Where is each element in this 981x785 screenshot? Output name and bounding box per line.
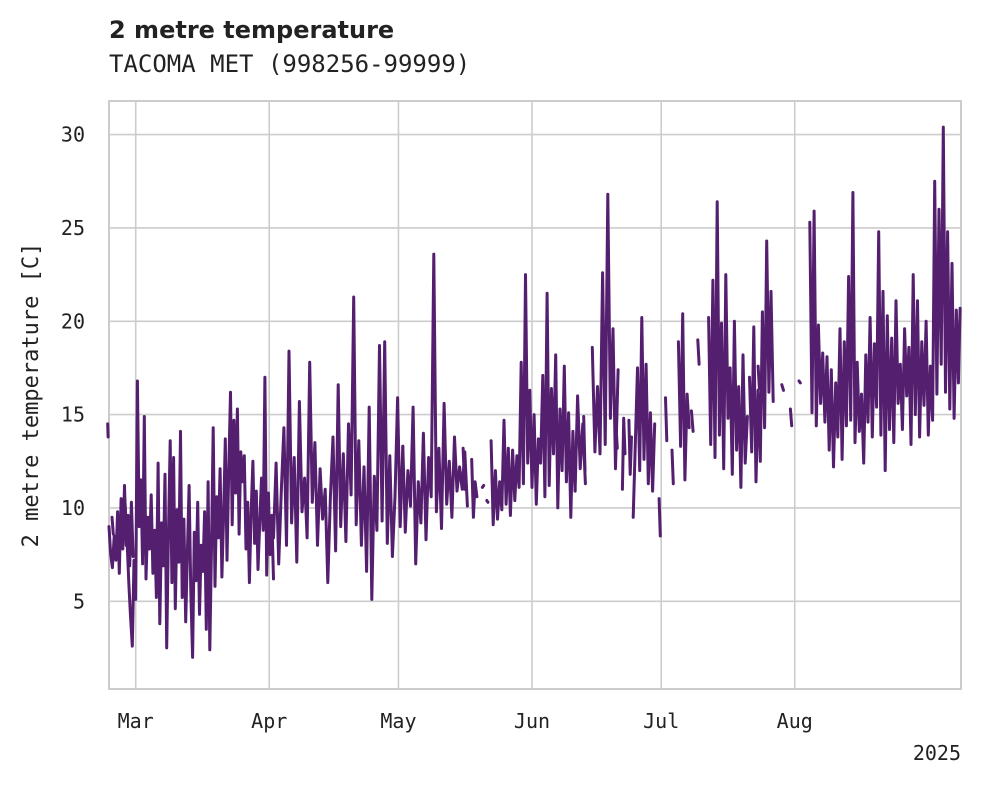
series-line-segment-14 [582, 415, 587, 473]
series-line-segment-5 [177, 375, 275, 659]
series-line-segment-9 [470, 457, 479, 519]
series-line-segment-19 [631, 316, 657, 519]
series-line-segment-11 [485, 499, 490, 504]
series-line-segment-22 [664, 396, 669, 443]
y-tick-label-30: 30 [61, 123, 85, 147]
series-line-segment-10 [480, 484, 486, 489]
y-axis-ticks: 5 10 15 20 25 30 [61, 123, 85, 614]
series-line-segment-29 [756, 364, 761, 390]
series-line-segment-26 [696, 338, 701, 366]
series-line-segment-16 [614, 424, 619, 450]
series-line-segment-21 [657, 497, 662, 538]
series-line-segment-23 [670, 448, 675, 486]
series-line-segment-27 [707, 200, 749, 489]
series-line-segment-8 [461, 446, 467, 491]
y-tick-label-25: 25 [61, 216, 85, 240]
series-line-segment-12 [489, 273, 577, 527]
series-line-segment-1 [107, 484, 135, 575]
series-line-segment-17 [620, 416, 627, 491]
y-tick-label-20: 20 [61, 309, 85, 333]
chart-title: 2 metre temperature [109, 16, 395, 44]
series-line-segment-33 [808, 125, 962, 473]
series-line-segment-25 [689, 409, 695, 433]
y-axis-label: 2 metre temperature [C] [19, 243, 44, 548]
series-line-segment-32 [797, 379, 802, 385]
x-tick-label-apr: Apr [251, 709, 287, 733]
series-line-segment-31 [788, 407, 794, 428]
chart-subtitle: TACOMA MET (998256-99999) [109, 50, 471, 78]
plot-frame [108, 100, 962, 690]
series-line-segment-18 [627, 418, 633, 476]
x-axis-year-label: 2025 [913, 741, 961, 765]
x-axis-ticks: Mar Apr May Jun Jul Aug [118, 709, 813, 733]
y-tick-label-5: 5 [73, 589, 85, 613]
series-group [106, 125, 962, 659]
series-line-segment-28 [748, 239, 775, 484]
series-line-segment-3 [110, 515, 115, 536]
x-tick-label-jul: Jul [643, 709, 679, 733]
series-line-segment-20 [644, 390, 649, 431]
series-line-segment-15 [590, 192, 620, 471]
y-tick-label-10: 10 [61, 496, 85, 520]
x-tick-label-jun: Jun [514, 709, 550, 733]
series-line-segment-6 [272, 295, 405, 601]
series-line-segment-4 [123, 379, 181, 650]
x-tick-label-mar: Mar [118, 709, 154, 733]
x-tick-label-may: May [380, 709, 416, 733]
series-line-segment-24 [676, 312, 691, 482]
y-tick-label-15: 15 [61, 403, 85, 427]
series-line-segment-7 [401, 252, 469, 566]
series-line-segment-30 [780, 383, 785, 392]
x-tick-label-aug: Aug [777, 709, 813, 733]
